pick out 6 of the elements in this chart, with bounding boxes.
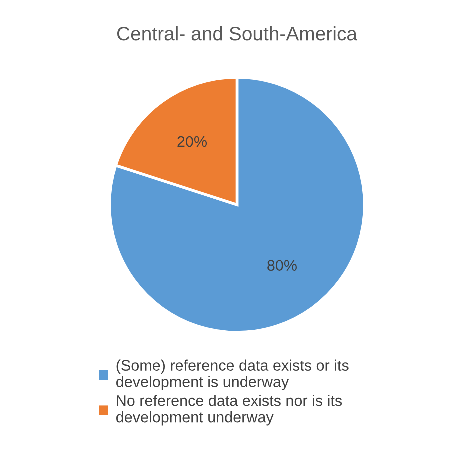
legend-label: No reference data exists nor is its development underway bbox=[116, 395, 342, 426]
data-label: 80% bbox=[268, 260, 297, 272]
legend-label: (Some) reference data exists or its development is underway bbox=[116, 360, 349, 390]
pie-slice bbox=[108, 76, 366, 334]
chart-title: Central- and South-America bbox=[117, 26, 358, 41]
data-label: 20% bbox=[178, 136, 207, 148]
